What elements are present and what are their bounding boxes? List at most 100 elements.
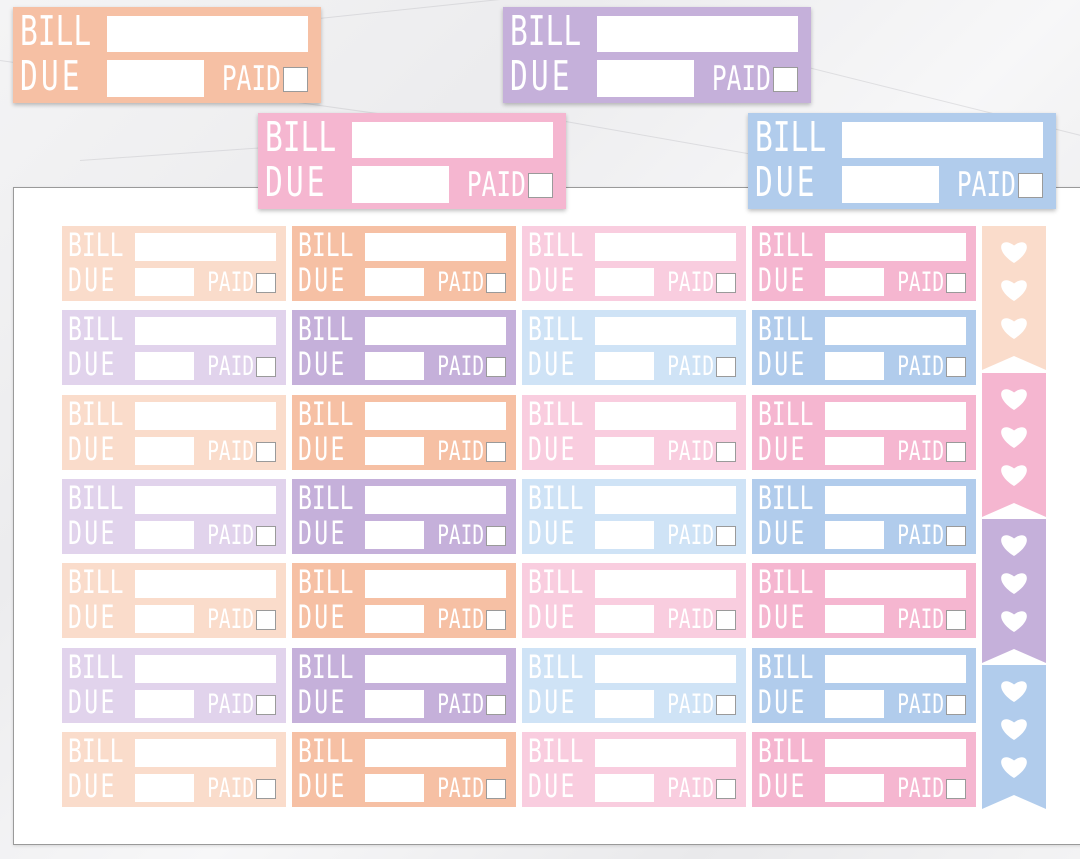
paid-checkbox[interactable] — [716, 525, 736, 546]
heart-icon — [1001, 611, 1027, 632]
bill-write-box — [365, 401, 506, 430]
paid-checkbox[interactable] — [946, 609, 966, 630]
bill-due-sticker: BILL DUE PAID — [522, 648, 746, 723]
bill-write-box — [135, 485, 276, 514]
paid-checkbox[interactable] — [486, 694, 506, 715]
paid-checkbox[interactable] — [486, 525, 506, 546]
sticker-bill-label: BILL — [67, 310, 124, 349]
sticker-due-label: DUE — [757, 261, 807, 300]
paid-checkbox[interactable] — [256, 609, 276, 630]
bill-due-sticker: BILL DUE PAID — [292, 395, 516, 470]
sticker-due-label: DUE — [297, 261, 347, 300]
paid-checkbox[interactable] — [527, 172, 554, 199]
sticker-paid-label: PAID — [437, 351, 485, 383]
heart-icon — [1001, 573, 1027, 594]
sticker-due-label: DUE — [297, 598, 347, 637]
sticker-paid-label: PAID — [207, 604, 255, 636]
sticker-due-label: DUE — [757, 345, 807, 384]
paid-checkbox[interactable] — [946, 694, 966, 715]
bill-due-sticker: BILL DUE PAID — [62, 310, 286, 385]
paid-checkbox[interactable] — [946, 525, 966, 546]
sticker-paid-label: PAID — [207, 436, 255, 468]
sticker-bill-label: BILL — [297, 395, 354, 434]
due-write-box — [825, 689, 885, 718]
paid-checkbox[interactable] — [486, 441, 506, 462]
due-write-box — [825, 436, 885, 465]
paid-checkbox[interactable] — [772, 66, 799, 93]
bill-due-sticker: BILL DUE PAID — [292, 310, 516, 385]
due-write-box — [595, 520, 655, 549]
paid-checkbox[interactable] — [716, 441, 736, 462]
paid-checkbox[interactable] — [946, 356, 966, 377]
paid-checkbox[interactable] — [716, 609, 736, 630]
due-write-box — [135, 436, 195, 465]
due-write-box — [825, 520, 885, 549]
paid-checkbox[interactable] — [256, 441, 276, 462]
paid-checkbox[interactable] — [256, 778, 276, 799]
paid-checkbox[interactable] — [716, 778, 736, 799]
bill-due-sticker: BILL DUE PAID — [752, 732, 976, 807]
due-write-box — [595, 351, 655, 380]
sticker-due-label: DUE — [527, 345, 577, 384]
paid-checkbox[interactable] — [486, 609, 506, 630]
sticker-paid-label: PAID — [437, 520, 485, 552]
sticker-due-label: DUE — [297, 345, 347, 384]
paid-checkbox[interactable] — [716, 356, 736, 377]
sticker-due-label: DUE — [265, 158, 328, 207]
sticker-due-label: DUE — [67, 430, 117, 469]
bill-due-sticker: BILL DUE PAID — [62, 395, 286, 470]
sticker-bill-label: BILL — [67, 395, 124, 434]
bill-write-box — [595, 485, 736, 514]
heart-icon — [1001, 757, 1027, 778]
paid-checkbox[interactable] — [256, 694, 276, 715]
sticker-bill-label: BILL — [297, 310, 354, 349]
due-write-box — [825, 267, 885, 296]
paid-checkbox[interactable] — [256, 356, 276, 377]
paid-checkbox[interactable] — [1017, 172, 1044, 199]
bill-due-sticker: BILL DUE PAID — [522, 732, 746, 807]
heart-flag-sticker — [982, 519, 1046, 663]
sticker-bill-label: BILL — [527, 648, 584, 687]
sticker-bill-label: BILL — [67, 479, 124, 518]
sticker-bill-label: BILL — [67, 648, 124, 687]
paid-checkbox[interactable] — [716, 694, 736, 715]
paid-checkbox[interactable] — [946, 441, 966, 462]
paid-checkbox[interactable] — [486, 272, 506, 293]
bill-due-sticker: BILL DUE PAID — [752, 563, 976, 638]
sticker-paid-label: PAID — [667, 436, 715, 468]
bill-write-box — [825, 738, 966, 767]
heart-icon — [1001, 681, 1027, 702]
due-write-box — [135, 351, 195, 380]
paid-checkbox[interactable] — [946, 778, 966, 799]
sticker-bill-label: BILL — [297, 226, 354, 265]
due-write-box — [351, 166, 449, 203]
bill-due-sticker: BILL DUE PAID — [292, 226, 516, 301]
sticker-bill-label: BILL — [297, 648, 354, 687]
bill-due-sticker: BILL DUE PAID — [752, 310, 976, 385]
sticker-bill-label: BILL — [67, 732, 124, 771]
due-write-box — [825, 351, 885, 380]
heart-icon — [1001, 535, 1027, 556]
sticker-paid-label: PAID — [466, 165, 526, 206]
bill-write-box — [135, 654, 276, 683]
bill-write-box — [825, 232, 966, 261]
due-write-box — [106, 60, 204, 97]
sticker-due-label: DUE — [67, 261, 117, 300]
sticker-bill-label: BILL — [297, 732, 354, 771]
sticker-paid-label: PAID — [207, 520, 255, 552]
paid-checkbox[interactable] — [282, 66, 309, 93]
paid-checkbox[interactable] — [256, 525, 276, 546]
paid-checkbox[interactable] — [716, 272, 736, 293]
paid-checkbox[interactable] — [486, 778, 506, 799]
bill-write-box — [595, 401, 736, 430]
paid-checkbox[interactable] — [946, 272, 966, 293]
paid-checkbox[interactable] — [486, 356, 506, 377]
paid-checkbox[interactable] — [256, 272, 276, 293]
sticker-paid-label: PAID — [207, 773, 255, 805]
sticker-due-label: DUE — [297, 683, 347, 722]
sticker-paid-label: PAID — [897, 604, 945, 636]
sticker-paid-label: PAID — [711, 59, 771, 100]
sticker-bill-label: BILL — [265, 113, 337, 162]
sticker-paid-label: PAID — [437, 689, 485, 721]
bill-due-sticker: BILL DUE PAID — [752, 395, 976, 470]
